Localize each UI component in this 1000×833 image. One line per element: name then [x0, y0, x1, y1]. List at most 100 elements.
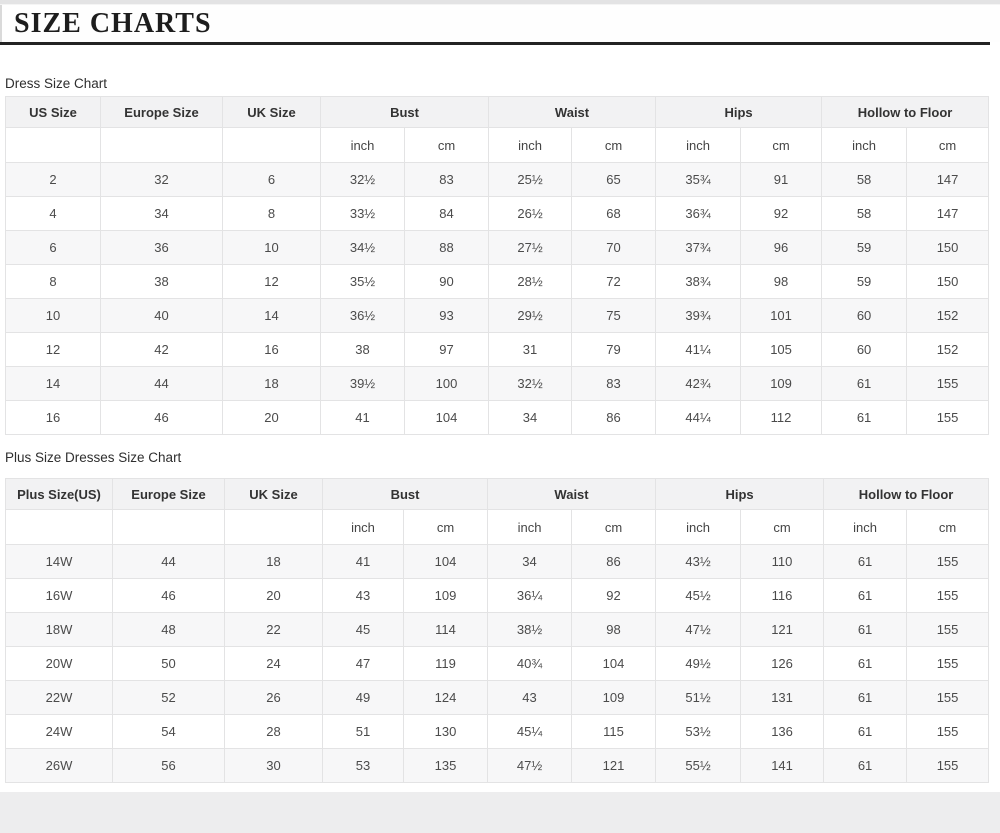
- table-cell: 40: [100, 298, 223, 333]
- table-cell: 92: [571, 578, 657, 613]
- table-cell: 32: [100, 162, 223, 197]
- table-cell: 4: [5, 196, 101, 231]
- table-cell: 34: [100, 196, 223, 231]
- table-row: 12 42 16 38 97 31 79 41¼ 105 60 152: [5, 332, 990, 367]
- table-cell: 45¼: [487, 714, 573, 749]
- table-cell: 14: [222, 298, 321, 333]
- table-cell: 42: [100, 332, 223, 367]
- table-cell: 119: [402, 646, 489, 681]
- table-cell: 38¾: [655, 264, 742, 299]
- empty-cell: [100, 127, 223, 163]
- table-cell: 115: [571, 714, 657, 749]
- table-cell: 26½: [488, 196, 573, 231]
- table-cell: 61: [821, 400, 908, 435]
- table-cell: 43: [322, 578, 404, 613]
- column-header: US Size: [5, 96, 101, 128]
- table-cell: 14: [5, 366, 101, 401]
- table-row: 22W 52 26 49 124 43 109 51½ 131 61 155: [5, 680, 990, 715]
- unit-header: inch: [823, 509, 908, 545]
- table-cell: 53: [322, 748, 404, 783]
- dress-size-table: US Size Europe Size UK Size Bust Waist H…: [5, 96, 990, 435]
- table-cell: 24: [224, 646, 323, 681]
- table-cell: 155: [906, 646, 990, 681]
- table-cell: 51½: [655, 680, 742, 715]
- column-header: Bust: [321, 478, 489, 510]
- table-cell: 121: [571, 748, 657, 783]
- table-cell: 12: [5, 332, 101, 367]
- table-cell: 47½: [655, 612, 742, 647]
- table-cell: 60: [821, 298, 908, 333]
- table-cell: 88: [403, 230, 490, 265]
- table-cell: 155: [906, 714, 990, 749]
- table-cell: 41¼: [655, 332, 742, 367]
- table-cell: 18: [222, 366, 321, 401]
- table-cell: 98: [740, 264, 823, 299]
- table-cell: 92: [740, 196, 823, 231]
- unit-header: inch: [320, 127, 405, 163]
- column-header: Europe Size: [112, 478, 225, 510]
- unit-header: cm: [740, 127, 823, 163]
- table-cell: 54: [112, 714, 225, 749]
- table-cell: 34½: [320, 230, 405, 265]
- table-cell: 147: [906, 162, 990, 197]
- table-cell: 58: [821, 196, 908, 231]
- table-cell: 38½: [487, 612, 573, 647]
- table-cell: 26W: [5, 748, 113, 783]
- table-cell: 61: [823, 714, 908, 749]
- table-cell: 6: [222, 162, 321, 197]
- empty-cell: [222, 127, 321, 163]
- table-cell: 25½: [488, 162, 573, 197]
- table-cell: 36¾: [655, 196, 742, 231]
- table-cell: 86: [571, 544, 657, 579]
- table-cell: 6: [5, 230, 101, 265]
- table-cell: 147: [906, 196, 990, 231]
- title-bar: SIZE CHARTS: [0, 5, 1000, 42]
- table-cell: 104: [571, 646, 657, 681]
- table-cell: 86: [571, 400, 657, 435]
- dress-table-header-row: US Size Europe Size UK Size Bust Waist H…: [5, 96, 990, 128]
- table-cell: 68: [571, 196, 657, 231]
- table-cell: 91: [740, 162, 823, 197]
- table-cell: 10: [5, 298, 101, 333]
- table-cell: 155: [906, 748, 990, 783]
- table-row: 10 40 14 36½ 93 29½ 75 39¾ 101 60 152: [5, 298, 990, 333]
- unit-header: inch: [487, 509, 573, 545]
- table-cell: 33½: [320, 196, 405, 231]
- empty-cell: [112, 509, 225, 545]
- table-cell: 155: [906, 544, 990, 579]
- column-header: Hollow to Floor: [821, 96, 990, 128]
- table-row: 14W 44 18 41 104 34 86 43½ 110 61 155: [5, 544, 990, 579]
- dress-size-chart-section: Dress Size Chart US Size Europe Size UK …: [0, 45, 1000, 435]
- table-cell: 8: [222, 196, 321, 231]
- table-cell: 22: [224, 612, 323, 647]
- table-cell: 60: [821, 332, 908, 367]
- table-cell: 53½: [655, 714, 742, 749]
- table-cell: 61: [823, 646, 908, 681]
- dress-table-body: 2 32 6 32½ 83 25½ 65 35¾ 91 58 147 4 34 8 33½ 84 26½ 68 36…: [5, 162, 990, 435]
- empty-cell: [224, 509, 323, 545]
- unit-header: cm: [571, 509, 657, 545]
- table-cell: 84: [403, 196, 490, 231]
- table-cell: 8: [5, 264, 101, 299]
- table-row: 26W 56 30 53 135 47½ 121 55½ 141 61 155: [5, 748, 990, 783]
- table-cell: 43½: [655, 544, 742, 579]
- table-cell: 141: [740, 748, 825, 783]
- table-cell: 58: [821, 162, 908, 197]
- table-cell: 47: [322, 646, 404, 681]
- table-cell: 30: [224, 748, 323, 783]
- table-cell: 26: [224, 680, 323, 715]
- table-cell: 41: [320, 400, 405, 435]
- dress-table-unit-row: inch cm inch cm inch cm inch cm: [5, 127, 990, 163]
- table-cell: 45½: [655, 578, 742, 613]
- table-cell: 65: [571, 162, 657, 197]
- table-cell: 20W: [5, 646, 113, 681]
- table-cell: 14W: [5, 544, 113, 579]
- table-cell: 83: [571, 366, 657, 401]
- table-cell: 51: [322, 714, 404, 749]
- table-cell: 31: [488, 332, 573, 367]
- table-cell: 126: [740, 646, 825, 681]
- table-cell: 155: [906, 612, 990, 647]
- table-cell: 136: [740, 714, 825, 749]
- table-cell: 61: [823, 578, 908, 613]
- table-cell: 110: [740, 544, 825, 579]
